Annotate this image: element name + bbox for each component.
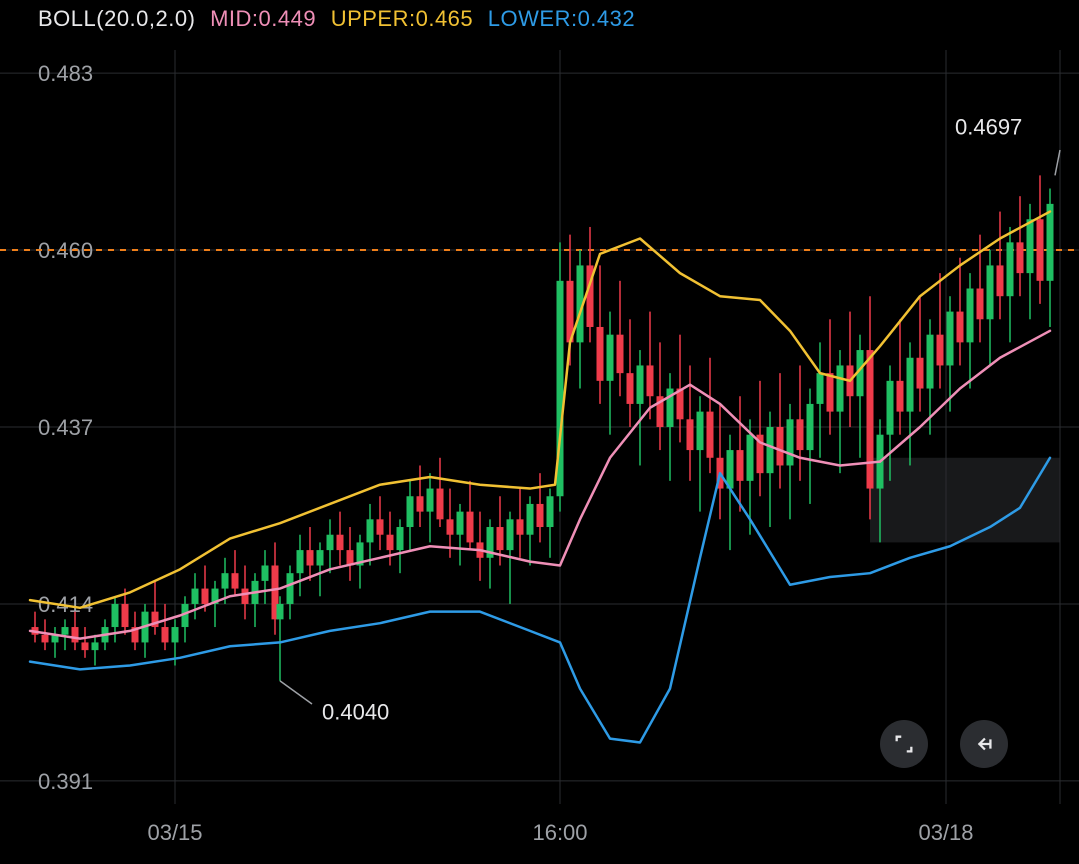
candle [457,512,464,535]
candle [987,265,994,319]
candle [807,404,814,450]
candle [222,573,229,588]
candle [927,335,934,389]
candle [517,519,524,534]
candle [232,573,239,588]
candle [447,519,454,534]
candle [367,519,374,542]
candle [777,427,784,465]
candle [62,627,69,635]
candle [1047,204,1054,281]
candle [897,381,904,412]
candle [42,635,49,643]
candle [797,419,804,450]
candle [417,496,424,511]
candle [687,419,694,450]
price-annotation: 0.4040 [322,699,389,724]
candle [887,381,894,435]
candle [242,589,249,604]
x-tick-label: 16:00 [532,820,587,845]
candle [617,335,624,373]
candle [997,265,1004,296]
fullscreen-icon [893,733,915,755]
goto-end-button[interactable] [960,720,1008,768]
candle [1037,219,1044,281]
candle [497,527,504,550]
candle [647,365,654,396]
candle [122,604,129,627]
candle [937,335,944,366]
goto-end-icon [972,733,996,755]
candle [72,627,79,642]
candle [437,489,444,520]
candle [697,412,704,450]
y-tick-label: 0.437 [38,415,93,440]
candle [947,312,954,366]
candle [377,519,384,534]
candle [467,512,474,543]
candle [957,312,964,343]
candle [92,642,99,650]
candle [407,496,414,527]
candle [787,419,794,465]
candle [917,358,924,389]
candle [507,519,514,550]
y-tick-label: 0.483 [38,61,93,86]
candle [427,489,434,512]
candle [607,335,614,381]
candle [967,289,974,343]
candle [817,373,824,404]
candle [867,350,874,488]
candle [907,358,914,412]
candle [262,565,269,580]
candle [317,550,324,565]
candle [627,373,634,404]
candle [1017,242,1024,273]
candle [297,550,304,573]
candle [112,604,119,627]
indicator-lower-label: LOWER:0.432 [488,6,635,31]
candle [747,435,754,481]
candle [337,535,344,550]
candle [537,504,544,527]
price-annotation: 0.4697 [955,115,1022,140]
candle [597,327,604,381]
candle [737,450,744,481]
indicator-header: BOLL(20.0,2.0) MID:0.449 UPPER:0.465 LOW… [38,6,643,32]
fullscreen-button[interactable] [880,720,928,768]
candle [637,365,644,403]
candle [547,496,554,527]
candle [397,527,404,550]
x-tick-label: 03/15 [147,820,202,845]
candle [387,535,394,550]
candle [277,604,284,619]
candle [82,642,89,650]
candle [977,289,984,320]
indicator-upper-label: UPPER:0.465 [331,6,473,31]
candle [202,589,209,604]
indicator-name: BOLL(20.0,2.0) [38,6,195,31]
candle [162,627,169,642]
candle [837,365,844,411]
candle [327,535,334,550]
candle [827,373,834,411]
candle [172,627,179,642]
candle [767,427,774,473]
candle [1027,219,1034,273]
candle [287,573,294,604]
candle [307,550,314,565]
price-highlight-box [870,458,1060,543]
candle [1007,242,1014,296]
candle [192,589,199,604]
candle [527,504,534,535]
candle [707,412,714,458]
y-tick-label: 0.391 [38,769,93,794]
indicator-mid-label: MID:0.449 [210,6,316,31]
x-tick-label: 03/18 [918,820,973,845]
